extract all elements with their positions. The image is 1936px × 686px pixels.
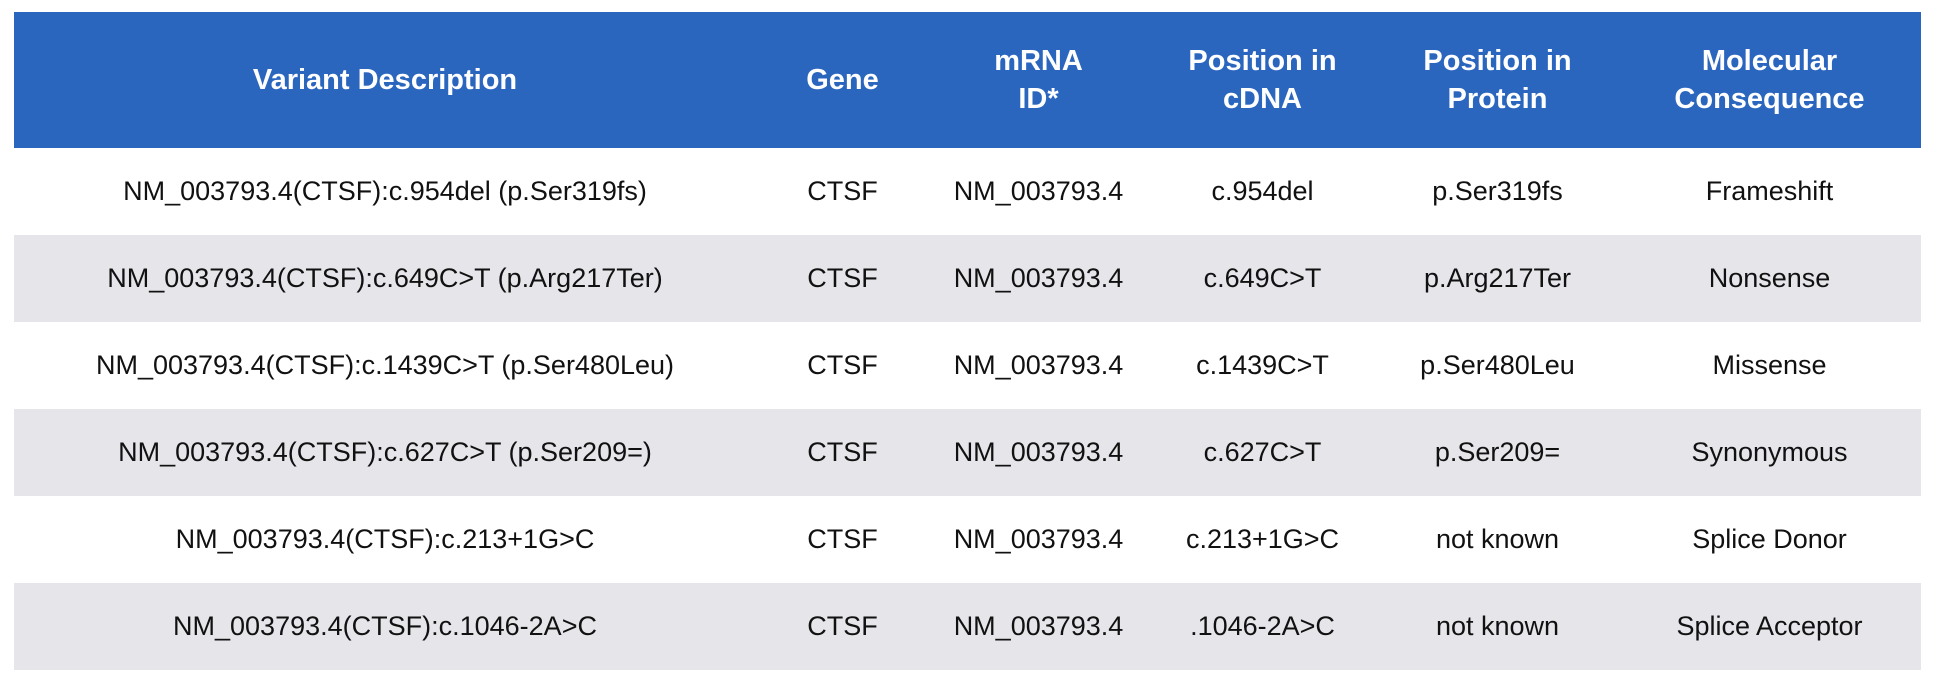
table-row: NM_003793.4(CTSF):c.954del (p.Ser319fs) C… bbox=[14, 148, 1921, 235]
table-cell: CTSF bbox=[807, 350, 878, 380]
table-cell: Synonymous bbox=[1618, 409, 1921, 496]
table-cell: CTSF bbox=[807, 176, 878, 206]
header-cell: Gene bbox=[756, 12, 929, 148]
table-row: NM_003793.4(CTSF):c.213+1G>C CTSF NM_00379… bbox=[14, 496, 1921, 583]
table-cell: c.213+1G>C bbox=[1185, 524, 1340, 554]
table-cell: NM_003793.4 bbox=[953, 524, 1124, 554]
table-row: NM_003793.4(CTSF):c.649C>T (p.Arg217Ter)… bbox=[14, 235, 1921, 322]
table-body: NM_003793.4(CTSF):c.954del (p.Ser319fs) C… bbox=[14, 148, 1921, 670]
table-cell: NM_003793.4(CTSF):c.1046-2A>C bbox=[14, 583, 756, 670]
table-cell: CTSF bbox=[807, 524, 878, 554]
table-cell: NM_003793.4(CTSF):c.213+1G>C bbox=[175, 524, 595, 554]
table-cell: Frameshift bbox=[1705, 176, 1834, 206]
header-text: Gene bbox=[806, 64, 879, 96]
table-cell: NM_003793.4(CTSF):c.627C>T (p.Ser209=) bbox=[14, 409, 756, 496]
table-cell: CTSF bbox=[756, 235, 929, 322]
variant-table: Variant Description Gene mRNA ID* Position i… bbox=[14, 12, 1921, 670]
table-cell: Missense bbox=[1712, 350, 1827, 380]
table-cell: Splice Donor bbox=[1692, 524, 1847, 554]
header-cell: Position in Protein bbox=[1377, 12, 1618, 148]
table-cell: p.Ser209= bbox=[1377, 409, 1618, 496]
header-text: Position in bbox=[1423, 45, 1572, 77]
table-cell: NM_003793.4 bbox=[929, 235, 1148, 322]
table-row: NM_003793.4(CTSF):c.627C>T (p.Ser209=) CT… bbox=[14, 409, 1921, 496]
table-row: NM_003793.4(CTSF):c.1046-2A>C CTSF NM_0037… bbox=[14, 583, 1921, 670]
table-cell: NM_003793.4 bbox=[929, 409, 1148, 496]
table-header: Variant Description Gene mRNA ID* Position i… bbox=[14, 12, 1921, 148]
header-text: mRNA bbox=[994, 45, 1083, 77]
table-cell: p.Arg217Ter bbox=[1377, 235, 1618, 322]
header-cell: Variant Description bbox=[14, 12, 756, 148]
table-cell: NM_003793.4(CTSF):c.649C>T (p.Arg217Ter) bbox=[14, 235, 756, 322]
header-cell: Molecular Consequence bbox=[1618, 12, 1921, 148]
table-cell: not known bbox=[1377, 583, 1618, 670]
table-cell: p.Ser480Leu bbox=[1420, 350, 1575, 380]
table-cell: NM_003793.4(CTSF):c.954del (p.Ser319fs) bbox=[123, 176, 647, 206]
header-text: Position in bbox=[1188, 45, 1337, 77]
header-text: cDNA bbox=[1223, 83, 1302, 115]
table-cell: NM_003793.4 bbox=[953, 350, 1124, 380]
header-row: Variant Description Gene mRNA ID* Position i… bbox=[14, 12, 1921, 148]
table-cell: p.Ser319fs bbox=[1432, 176, 1563, 206]
table-row: NM_003793.4(CTSF):c.1439C>T (p.Ser480Leu… bbox=[14, 322, 1921, 409]
header-text: Consequence bbox=[1674, 83, 1865, 115]
table-cell: Nonsense bbox=[1618, 235, 1921, 322]
table-cell: c.627C>T bbox=[1148, 409, 1377, 496]
header-text: Protein bbox=[1447, 83, 1548, 115]
table-cell: .1046-2A>C bbox=[1148, 583, 1377, 670]
header-text: Molecular bbox=[1701, 45, 1838, 77]
table-cell: c.1439C>T bbox=[1196, 350, 1329, 380]
table-cell: NM_003793.4 bbox=[929, 583, 1148, 670]
table-cell: NM_003793.4(CTSF):c.1439C>T (p.Ser480Leu… bbox=[95, 350, 675, 380]
header-cell: Position in cDNA bbox=[1148, 12, 1377, 148]
table-cell: CTSF bbox=[756, 409, 929, 496]
table-cell: Splice Acceptor bbox=[1618, 583, 1921, 670]
table-cell: c.954del bbox=[1211, 176, 1314, 206]
header-text: ID* bbox=[1018, 83, 1059, 115]
header-text: Variant Description bbox=[252, 64, 518, 96]
table-cell: c.649C>T bbox=[1148, 235, 1377, 322]
table-cell: NM_003793.4 bbox=[953, 176, 1124, 206]
header-cell: mRNA ID* bbox=[929, 12, 1148, 148]
table-cell: not known bbox=[1435, 524, 1560, 554]
table-cell: CTSF bbox=[756, 583, 929, 670]
